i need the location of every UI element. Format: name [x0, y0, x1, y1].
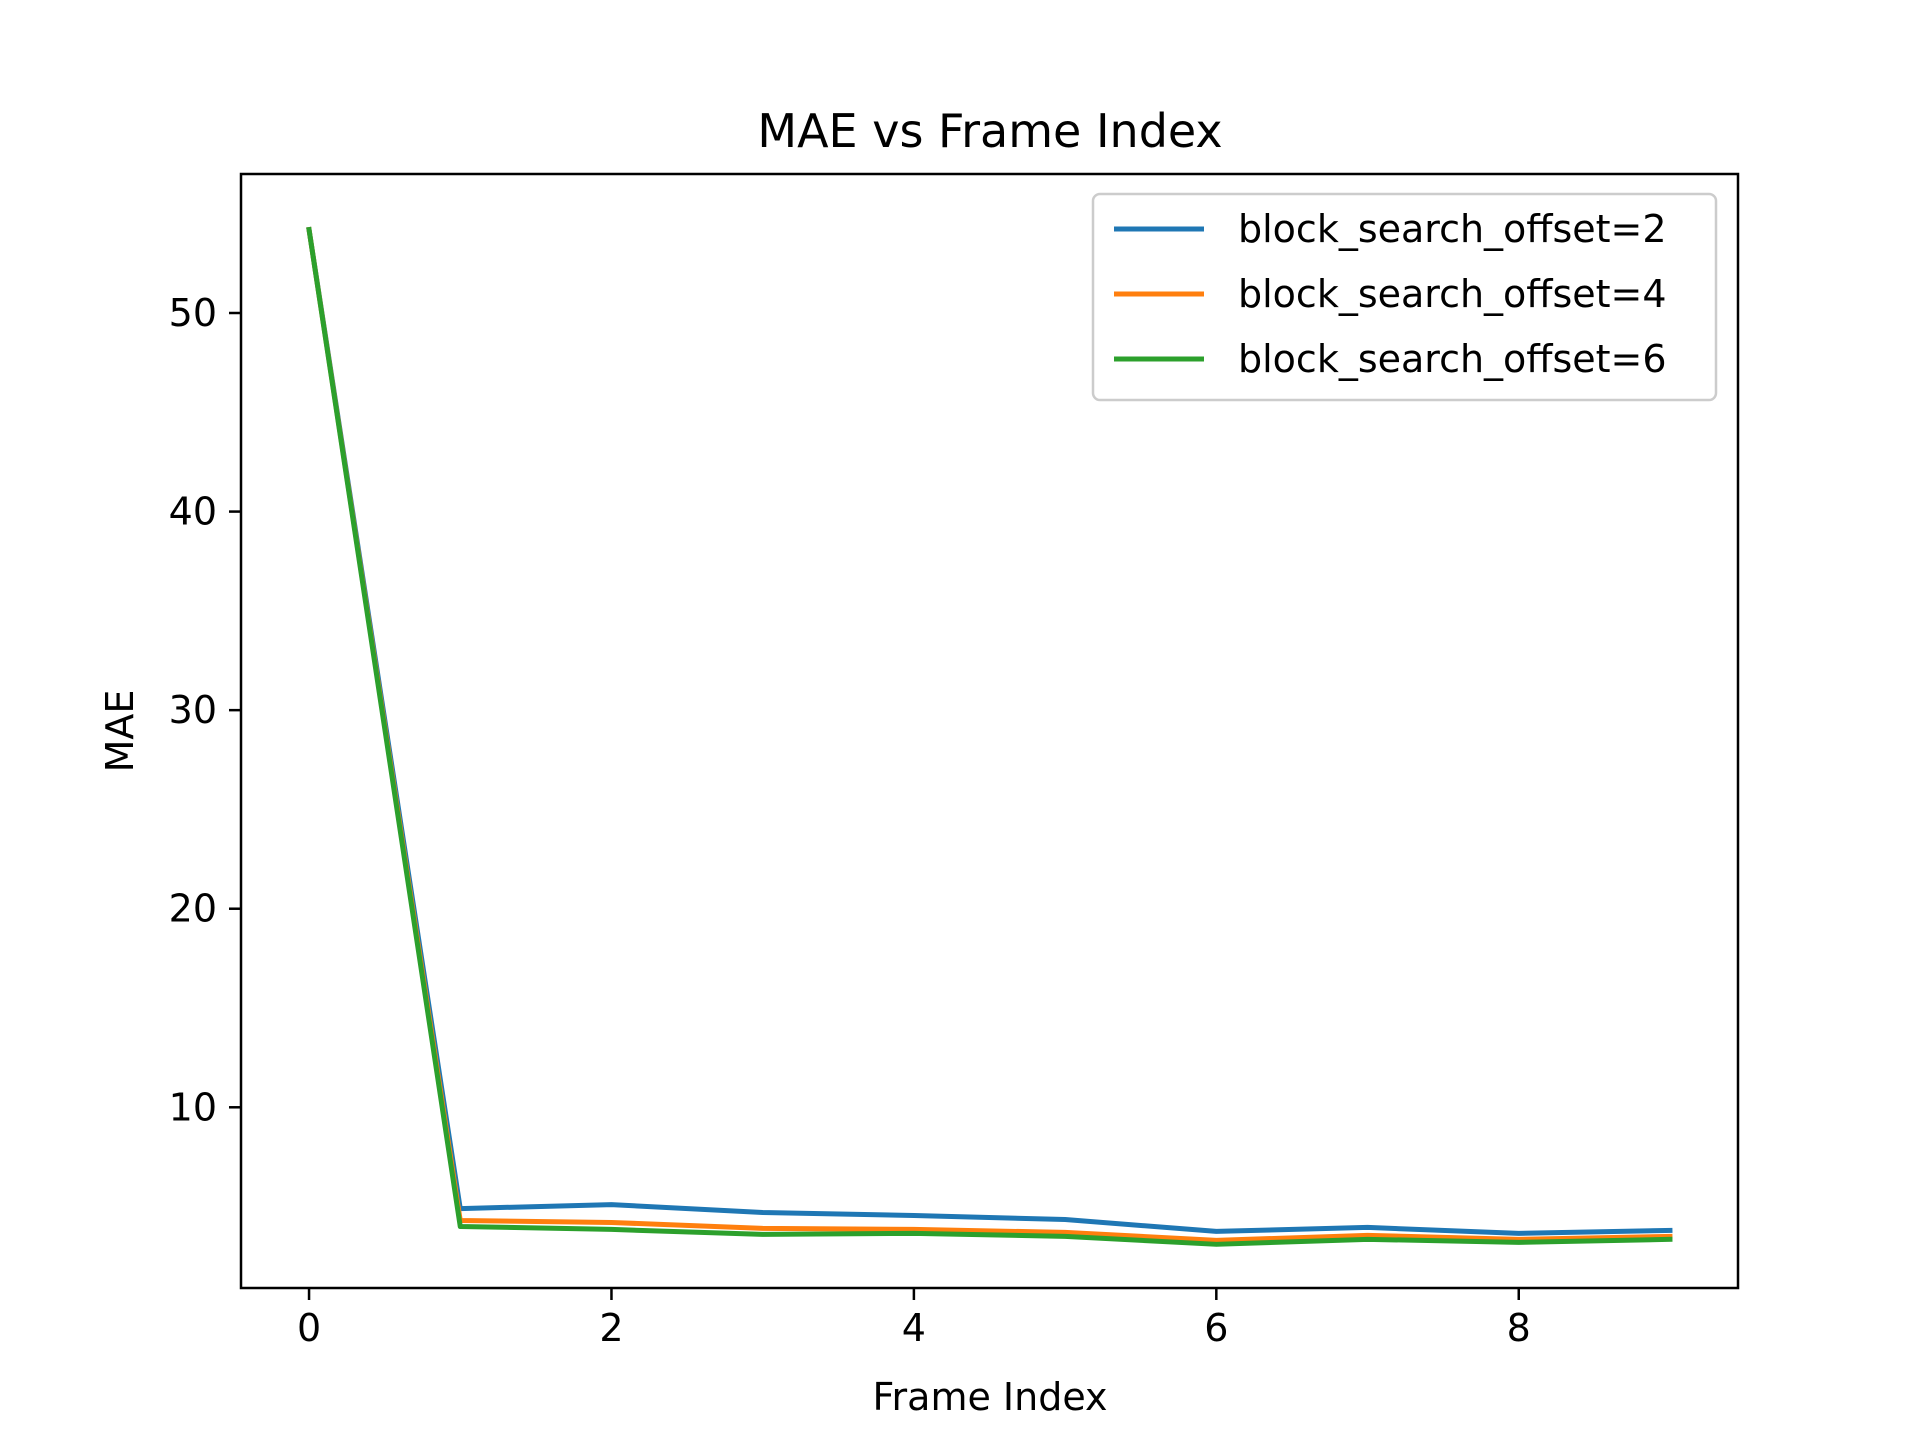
legend: block_search_offset=2 block_search_offset…: [1091, 192, 1718, 402]
x-tick-label: 6: [1204, 1306, 1228, 1350]
x-tick-label: 8: [1507, 1306, 1531, 1350]
y-axis-label: MAE: [98, 690, 142, 773]
y-tick-label: 50: [169, 291, 217, 335]
x-tick-label: 0: [297, 1306, 321, 1350]
y-axis: 10 20 30 40 50: [169, 291, 241, 1129]
x-axis: 0 2 4 6 8: [297, 1288, 1531, 1350]
legend-label-1: block_search_offset=2: [1238, 207, 1667, 251]
series-group: [306, 226, 1673, 1247]
x-tick-label: 4: [902, 1306, 926, 1350]
y-tick-label: 30: [169, 688, 217, 732]
y-tick-label: 20: [169, 887, 217, 931]
chart-title: MAE vs Frame Index: [757, 104, 1222, 158]
x-tick-label: 2: [599, 1306, 623, 1350]
series-line-1: [306, 226, 1673, 1236]
series-line-3: [306, 226, 1673, 1247]
legend-entries: block_search_offset=2 block_search_offset…: [1114, 207, 1667, 381]
legend-label-2: block_search_offset=4: [1238, 272, 1667, 316]
y-tick-label: 40: [169, 490, 217, 534]
x-axis-label: Frame Index: [872, 1375, 1107, 1419]
y-tick-label: 10: [169, 1085, 217, 1129]
legend-label-3: block_search_offset=6: [1238, 337, 1667, 381]
series-line-2: [306, 226, 1673, 1243]
legend-frame: [1091, 192, 1718, 402]
